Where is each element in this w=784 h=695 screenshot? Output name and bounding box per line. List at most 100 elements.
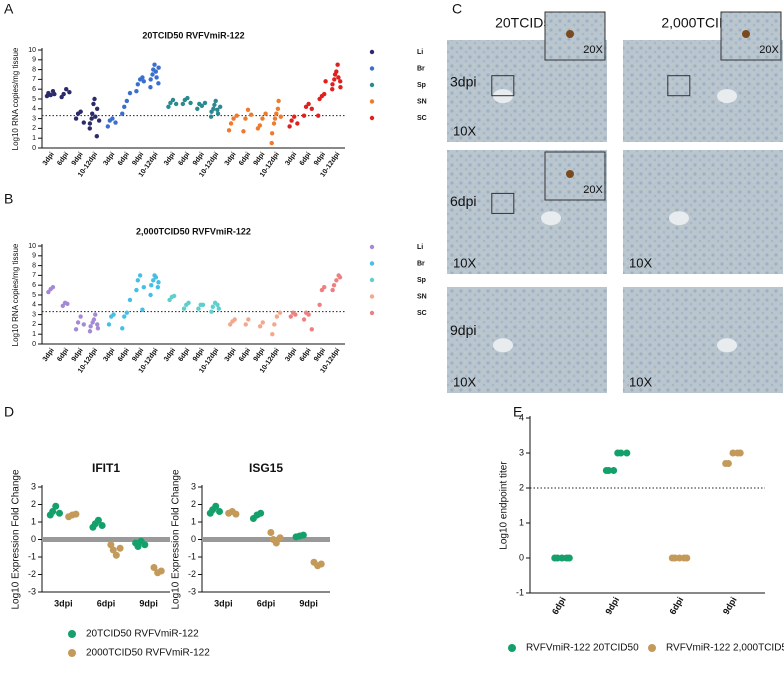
y-tick-label: 2: [32, 125, 36, 132]
data-point: [112, 551, 120, 559]
data-point: [156, 65, 161, 70]
legend-label: SN: [417, 293, 427, 300]
data-point: [202, 100, 208, 106]
chart-title: 2,000TCID50 RVFVmiR-122: [136, 226, 251, 236]
y-tick-label: 3: [32, 311, 36, 318]
data-point: [215, 508, 223, 515]
legend-label: Br: [417, 65, 425, 72]
y-tick-label: 2: [31, 499, 36, 509]
data-point: [135, 82, 141, 87]
data-point: [134, 543, 142, 550]
data-point: [610, 467, 618, 474]
data-point: [257, 123, 263, 128]
data-point: [92, 96, 97, 102]
data-point: [330, 287, 335, 293]
x-tick-label: 3dpi: [42, 151, 56, 167]
vessel: [493, 338, 513, 353]
data-point: [228, 121, 234, 126]
data-point: [111, 312, 116, 317]
data-point: [50, 284, 56, 290]
row-label: 6dpi: [450, 193, 476, 209]
data-point: [113, 120, 118, 125]
data-point: [87, 329, 93, 334]
data-point: [88, 324, 93, 329]
data-point: [232, 510, 240, 518]
y-tick-label: 10: [28, 47, 36, 54]
data-point: [269, 140, 274, 146]
vessel: [717, 89, 737, 104]
panel-letter: D: [4, 404, 14, 420]
data-point: [301, 113, 307, 118]
data-point: [306, 312, 311, 317]
data-point: [120, 326, 125, 331]
data-point: [316, 113, 321, 118]
x-tick-label: 9dpi: [131, 347, 145, 363]
chart-title: ISG15: [249, 461, 283, 475]
data-point: [148, 85, 153, 90]
y-tick-label: 10: [28, 243, 36, 250]
legend-marker: [369, 261, 375, 266]
data-point: [317, 560, 325, 568]
legend-marker: [369, 99, 375, 104]
legend-label: SN: [417, 98, 427, 105]
stain: [742, 30, 750, 38]
y-tick-label: 7: [32, 76, 36, 83]
y-axis-label: Log10 RNA copies/mg tissue: [11, 47, 20, 150]
stain: [566, 30, 574, 38]
y-tick-label: 4: [519, 412, 524, 422]
y-tick-label: 5: [32, 96, 36, 103]
x-tick-label: 6dpi: [238, 151, 252, 167]
data-point: [303, 104, 309, 110]
magnification: 10X: [629, 374, 652, 389]
y-tick-label: 3: [519, 447, 524, 457]
data-point: [72, 510, 80, 518]
legend-marker: [369, 49, 375, 55]
y-tick-label: 3: [31, 481, 36, 491]
legend-label: Sp: [417, 82, 426, 89]
data-point: [188, 100, 193, 106]
x-tick-label: 9dpi: [71, 151, 85, 167]
y-tick-label: 9: [32, 57, 36, 64]
data-point: [73, 116, 79, 121]
data-point: [243, 322, 248, 327]
data-point: [260, 116, 265, 121]
data-point: [309, 106, 314, 112]
y-tick-label: -3: [28, 586, 36, 596]
data-point: [49, 508, 57, 515]
data-point: [78, 314, 83, 319]
legend-label: Sp: [417, 277, 426, 284]
y-tick-label: -1: [516, 587, 524, 597]
data-point: [623, 449, 631, 457]
data-point: [270, 332, 275, 337]
data-point: [195, 106, 200, 112]
y-tick-label: 6: [32, 282, 36, 289]
legend-label: SC: [417, 115, 427, 122]
micrograph: [447, 287, 607, 393]
data-point: [166, 104, 171, 110]
x-tick-label: 6dpi: [299, 151, 313, 167]
data-point: [243, 116, 248, 121]
x-tick-label: 9dpi: [192, 347, 206, 363]
data-point: [137, 273, 143, 278]
data-point: [148, 292, 153, 298]
x-tick-label: 9dpi: [721, 595, 739, 616]
data-point: [153, 275, 159, 280]
data-point: [64, 87, 69, 92]
data-point: [199, 103, 205, 109]
x-tick-label: 6dpi: [56, 347, 70, 363]
data-point: [330, 87, 335, 92]
data-point: [81, 322, 87, 327]
data-point: [186, 300, 191, 306]
data-point: [150, 72, 155, 77]
data-point: [107, 541, 115, 549]
data-point: [52, 502, 60, 510]
inset-label: 20X: [759, 44, 779, 56]
x-tick-label: 9dpi: [313, 151, 327, 167]
panel-letter: A: [4, 1, 14, 17]
data-point: [260, 320, 265, 325]
legend-marker: [68, 630, 76, 638]
x-tick-label: 9dpi: [192, 151, 206, 167]
x-tick-label: 3dpi: [214, 598, 233, 608]
data-point: [241, 129, 246, 134]
